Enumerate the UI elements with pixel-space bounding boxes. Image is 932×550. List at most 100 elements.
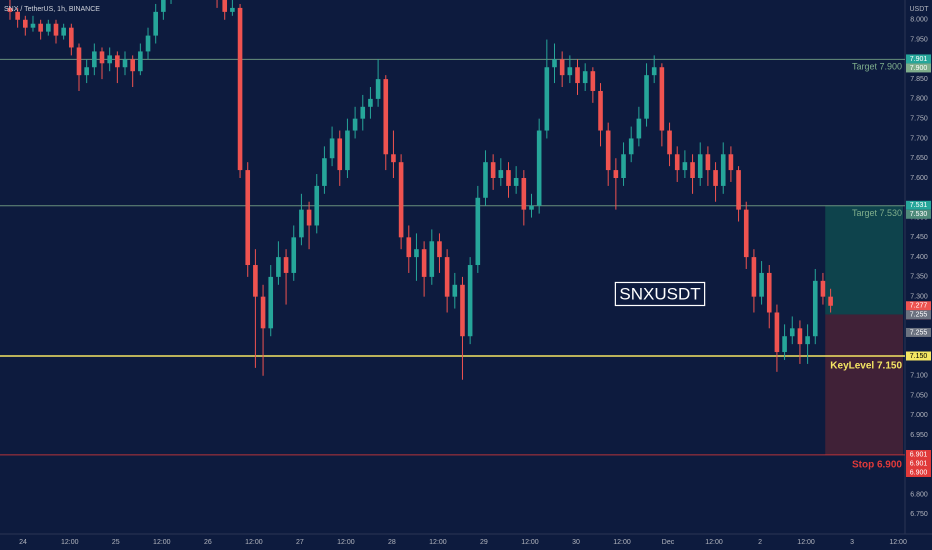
candle-body xyxy=(659,67,665,131)
annotation: SNXUSDT xyxy=(619,284,700,303)
candle-body xyxy=(299,209,304,238)
candle-body xyxy=(398,162,404,238)
price-badge xyxy=(906,54,931,64)
price-badge xyxy=(906,467,931,477)
candle-body xyxy=(383,79,389,155)
candle-body xyxy=(720,154,726,186)
price-badge xyxy=(906,200,931,210)
candle-body xyxy=(345,130,350,171)
y-tick-label: 7.800 xyxy=(910,96,928,103)
candle-body xyxy=(84,67,89,76)
candle-body xyxy=(444,257,450,297)
level-label: Target 7.530 xyxy=(852,208,902,218)
x-tick-label: 12:00 xyxy=(889,539,907,546)
candle-body xyxy=(736,170,741,210)
candle-body xyxy=(283,257,289,273)
candle-body xyxy=(544,67,550,131)
candle-body xyxy=(391,154,396,163)
candle-body xyxy=(674,154,680,171)
candle-body xyxy=(628,138,634,155)
candle-body xyxy=(828,296,833,306)
x-tick-label: 12:00 xyxy=(245,539,263,546)
candle-body xyxy=(774,312,780,353)
candle-body xyxy=(153,11,158,36)
candle-body xyxy=(107,55,112,64)
y-tick-label: 7.400 xyxy=(910,254,928,261)
y-tick-label: 6.750 xyxy=(910,511,928,518)
candle-body xyxy=(314,185,320,226)
candle-body xyxy=(651,67,657,76)
candle-body xyxy=(437,241,442,258)
price-badge-label: 7.530 xyxy=(910,211,928,218)
profit-zone xyxy=(825,205,903,315)
y-tick-label: 7.700 xyxy=(910,135,928,142)
candle-body xyxy=(360,106,366,119)
y-tick-label: 6.800 xyxy=(910,491,928,498)
candle-body xyxy=(667,130,672,155)
x-tick-label: 28 xyxy=(388,539,396,546)
candle-body xyxy=(575,67,580,84)
candle-body xyxy=(452,284,458,297)
candle-body xyxy=(329,138,335,159)
x-tick-label: Dec xyxy=(662,539,675,546)
candle-body xyxy=(559,59,565,76)
candle-body xyxy=(237,7,243,171)
candle-body xyxy=(322,158,327,186)
price-badge-label: 7.531 xyxy=(910,202,928,209)
plot xyxy=(0,0,905,456)
x-tick-label: 12:00 xyxy=(61,539,79,546)
x-tick-label: 30 xyxy=(572,539,580,546)
y-tick-label: 7.100 xyxy=(910,373,928,380)
candle-body xyxy=(705,154,711,171)
candle-body xyxy=(690,162,695,178)
candle-body xyxy=(53,23,59,36)
candle-body xyxy=(636,118,642,139)
price-badge xyxy=(906,209,931,219)
y-tick-label: 7.300 xyxy=(910,294,928,301)
candle-body xyxy=(805,336,810,345)
chart-title: SNX / TetherUS, 1h, BINANCE xyxy=(4,6,100,13)
candle-body xyxy=(644,75,649,119)
axis-unit: USDT xyxy=(909,6,929,13)
y-tick-label: 7.600 xyxy=(910,175,928,182)
candle-body xyxy=(69,27,74,48)
price-badge-label: 7.255 xyxy=(910,312,928,319)
candle-body xyxy=(7,7,13,12)
price-badge-label: 6.901 xyxy=(910,460,928,467)
y-tick-label: 7.050 xyxy=(910,392,928,399)
x-tick-label: 12:00 xyxy=(705,539,723,546)
x-tick-label: 26 xyxy=(204,539,212,546)
candle-body xyxy=(76,47,82,76)
candle-body xyxy=(253,265,258,297)
x-tick-label: 29 xyxy=(480,539,488,546)
candle-body xyxy=(138,51,143,72)
candle-body xyxy=(621,154,626,178)
x-tick-label: 12:00 xyxy=(429,539,447,546)
y-tick-label: 7.350 xyxy=(910,274,928,281)
annotation-box xyxy=(614,281,706,307)
candle-body xyxy=(567,67,573,76)
candle-body xyxy=(46,23,51,32)
candle-body xyxy=(115,55,120,68)
x-tick-label: 2 xyxy=(758,539,762,546)
candle-body xyxy=(613,170,619,178)
candle-body xyxy=(145,35,151,52)
price-badge-label: 7.277 xyxy=(910,303,928,310)
candle-body xyxy=(92,51,97,68)
candle-body xyxy=(582,71,588,84)
candle-body xyxy=(38,23,43,32)
candle-body xyxy=(797,328,803,345)
x-tick-label: 12:00 xyxy=(613,539,631,546)
y-tick-label: 7.450 xyxy=(910,234,928,241)
x-tick-label: 25 xyxy=(112,539,120,546)
y-tick-label: 7.000 xyxy=(910,412,928,419)
level-label: KeyLevel 7.150 xyxy=(830,361,902,372)
price-badge xyxy=(906,458,931,468)
candle-body xyxy=(682,162,688,171)
candle-body xyxy=(789,328,795,337)
candle-body xyxy=(536,130,542,206)
x-tick-label: 12:00 xyxy=(797,539,815,546)
candle-body xyxy=(429,241,435,277)
